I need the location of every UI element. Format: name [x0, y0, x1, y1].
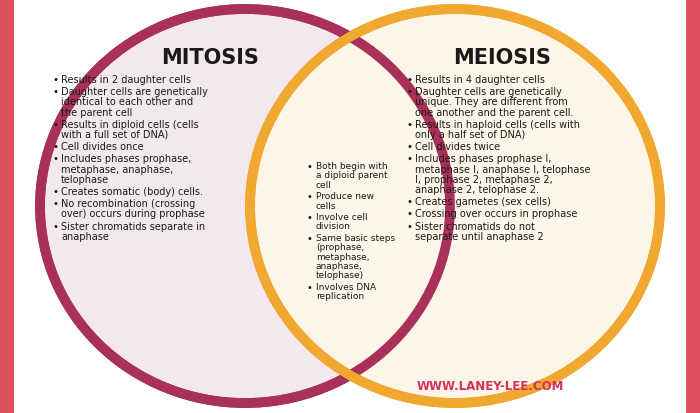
Text: •: • [406, 75, 412, 85]
Text: cell: cell [316, 180, 332, 189]
Text: MITOSIS: MITOSIS [161, 48, 259, 68]
Text: MEIOSIS: MEIOSIS [453, 48, 551, 68]
Text: Creates gametes (sex cells): Creates gametes (sex cells) [415, 197, 551, 206]
Text: cells: cells [316, 201, 337, 210]
Text: •: • [307, 192, 313, 202]
Text: •: • [406, 142, 412, 152]
Text: •: • [406, 197, 412, 206]
Text: •: • [307, 212, 313, 223]
Text: Includes phases prophase I,: Includes phases prophase I, [415, 154, 552, 164]
Text: with a full set of DNA): with a full set of DNA) [61, 130, 168, 140]
Text: separate until anaphase 2: separate until anaphase 2 [415, 231, 544, 241]
Text: only a half set of DNA): only a half set of DNA) [415, 130, 525, 140]
Text: the parent cell: the parent cell [61, 107, 132, 117]
Text: anaphase 2, telophase 2.: anaphase 2, telophase 2. [415, 185, 539, 195]
Text: division: division [316, 222, 351, 231]
Text: •: • [52, 154, 58, 164]
Text: •: • [52, 119, 58, 130]
Text: Crossing over occurs in prophase: Crossing over occurs in prophase [415, 209, 578, 219]
Text: metaphase,: metaphase, [316, 252, 370, 261]
Text: anaphase: anaphase [61, 231, 109, 241]
Bar [0, 0, 14, 413]
Text: unique. They are different from: unique. They are different from [415, 97, 568, 107]
Text: telophase: telophase [61, 174, 109, 184]
Text: •: • [406, 87, 412, 97]
Text: •: • [406, 209, 412, 219]
Text: •: • [52, 87, 58, 97]
Text: telophase): telophase) [316, 271, 364, 280]
Text: Daughter cells are genetically: Daughter cells are genetically [415, 87, 562, 97]
Text: Creates somatic (body) cells.: Creates somatic (body) cells. [61, 187, 203, 197]
Text: •: • [52, 221, 58, 231]
Ellipse shape [250, 10, 660, 403]
Text: •: • [52, 142, 58, 152]
Text: No recombination (crossing: No recombination (crossing [61, 199, 195, 209]
Text: •: • [406, 221, 412, 231]
Text: •: • [52, 187, 58, 197]
Text: I, prophase 2, metaphase 2,: I, prophase 2, metaphase 2, [415, 174, 553, 184]
Text: Results in diploid cells (cells: Results in diploid cells (cells [61, 119, 199, 130]
Text: replication: replication [316, 292, 364, 301]
Text: a diploid parent: a diploid parent [316, 171, 388, 180]
Bar [686, 0, 700, 413]
Text: Sister chromatids do not: Sister chromatids do not [415, 221, 535, 231]
Text: WWW.LANEY-LEE.COM: WWW.LANEY-LEE.COM [416, 379, 564, 392]
Text: Both begin with: Both begin with [316, 161, 388, 171]
Text: •: • [406, 119, 412, 130]
Text: •: • [307, 282, 313, 292]
Text: •: • [307, 233, 313, 243]
Text: metaphase, anaphase,: metaphase, anaphase, [61, 164, 174, 174]
Text: (prophase,: (prophase, [316, 242, 364, 252]
Text: metaphase I, anaphase I, telophase: metaphase I, anaphase I, telophase [415, 164, 591, 174]
Text: Daughter cells are genetically: Daughter cells are genetically [61, 87, 208, 97]
Text: Involve cell: Involve cell [316, 212, 368, 221]
Text: Includes phases prophase,: Includes phases prophase, [61, 154, 191, 164]
Text: Results in 4 daughter cells: Results in 4 daughter cells [415, 75, 545, 85]
Text: Involves DNA: Involves DNA [316, 282, 376, 291]
Text: anaphase,: anaphase, [316, 261, 363, 271]
Text: one another and the parent cell.: one another and the parent cell. [415, 107, 573, 117]
Text: identical to each other and: identical to each other and [61, 97, 193, 107]
Text: Cell divides twice: Cell divides twice [415, 142, 500, 152]
Text: Same basic steps: Same basic steps [316, 233, 395, 242]
Ellipse shape [40, 10, 450, 403]
Text: Cell divides once: Cell divides once [61, 142, 144, 152]
Text: •: • [406, 154, 412, 164]
Text: Results in 2 daughter cells: Results in 2 daughter cells [61, 75, 191, 85]
Text: •: • [307, 161, 313, 171]
Text: Results in haploid cells (cells with: Results in haploid cells (cells with [415, 119, 580, 130]
Text: •: • [52, 199, 58, 209]
Text: Sister chromatids separate in: Sister chromatids separate in [61, 221, 205, 231]
Text: Produce new: Produce new [316, 192, 374, 201]
Text: over) occurs during prophase: over) occurs during prophase [61, 209, 204, 219]
Text: •: • [52, 75, 58, 85]
